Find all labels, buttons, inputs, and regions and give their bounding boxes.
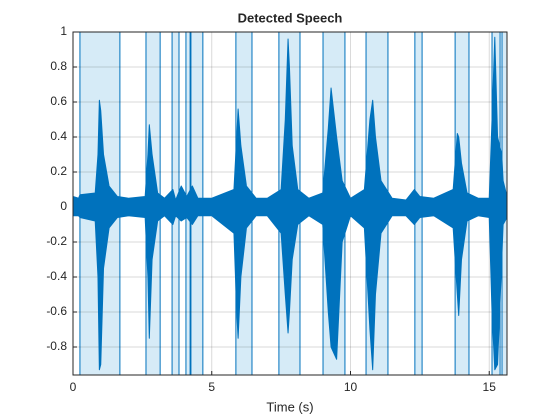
y-tick-label: 0 (60, 199, 67, 213)
waveform-lower (72, 206, 508, 371)
y-tick-label: -0.8 (46, 339, 67, 353)
y-tick-label: 0.6 (50, 94, 67, 108)
x-axis-label: Time (s) (266, 399, 313, 414)
x-tick-label: 5 (208, 380, 215, 394)
x-tick-label: 10 (344, 380, 358, 394)
y-tick-label: 1 (60, 24, 67, 38)
x-tick-label: 15 (483, 380, 497, 394)
y-tick-label: -0.2 (46, 234, 67, 248)
y-tick-label: 0.4 (50, 129, 67, 143)
x-tick-label: 0 (70, 380, 77, 394)
y-tick-label: -0.4 (46, 269, 67, 283)
chart-title: Detected Speech (238, 10, 343, 25)
plot-frame (72, 31, 508, 376)
waveform-upper (72, 36, 508, 208)
y-tick-label: 0.2 (50, 164, 67, 178)
y-tick-label: -0.6 (46, 304, 67, 318)
y-tick-label: 0.8 (50, 59, 67, 73)
